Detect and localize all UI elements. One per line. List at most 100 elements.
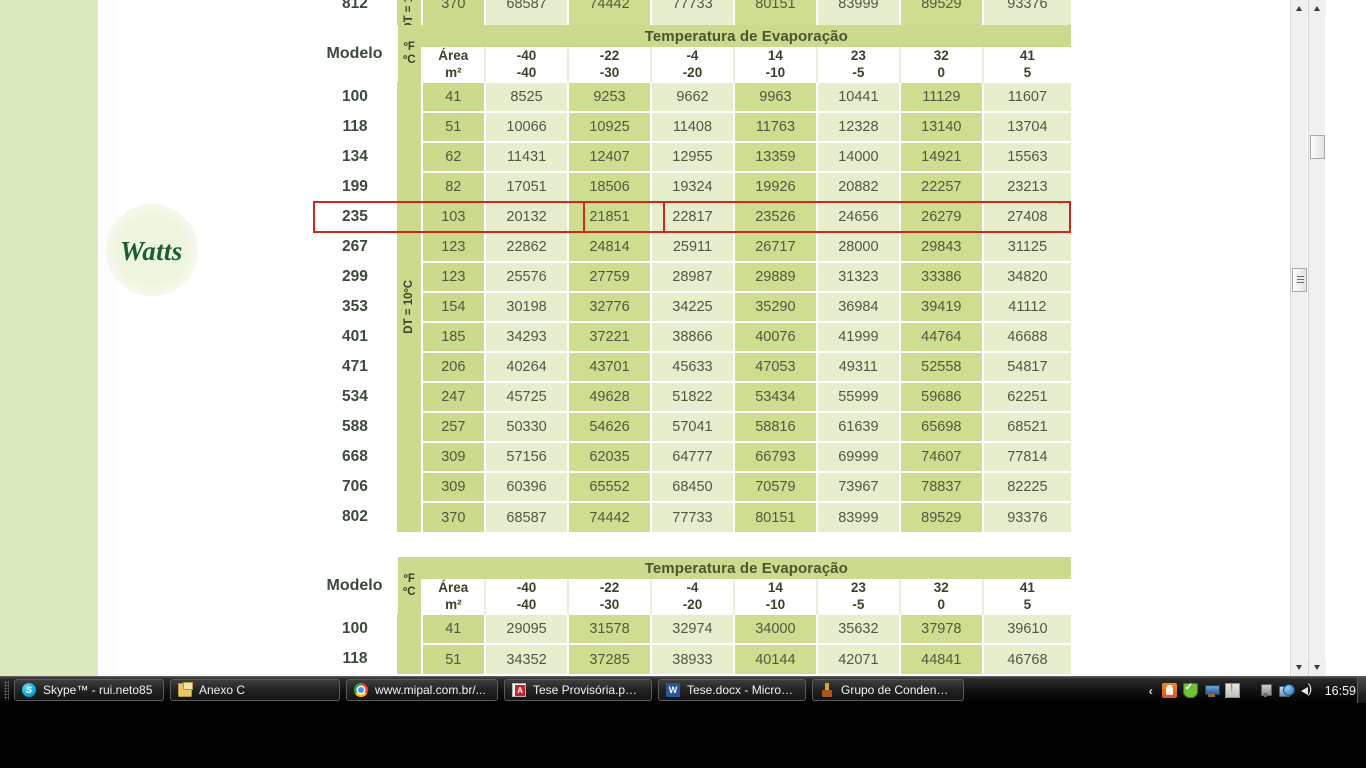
scrollbar-thumb-inner[interactable]	[1310, 135, 1325, 159]
header-temp-column: 41 5	[981, 47, 1071, 82]
cell-value: 64777	[649, 441, 734, 472]
header-temp-column: 32 0	[898, 579, 983, 614]
tray-expand-chevron-icon[interactable]: ‹	[1148, 683, 1153, 698]
cell-value: 39419	[898, 291, 983, 322]
cell-value: 13359	[732, 141, 817, 172]
cell-modelo: 353	[313, 292, 397, 322]
header-area-line1: Área	[438, 48, 469, 63]
header-temp-column: -40 -40	[484, 47, 569, 82]
cell-modelo: 802	[313, 502, 397, 532]
taskbar-button[interactable]: Grupo de Condensa...	[812, 679, 964, 701]
cell-area: 51	[420, 643, 486, 674]
cell-value: 77814	[981, 441, 1071, 472]
table-row: 199 82 17051 18506 19324 19926 20882 22257 23213	[313, 171, 1071, 202]
cell-value: 47053	[732, 351, 817, 382]
cell-value: 29889	[732, 261, 817, 292]
taskbar-button[interactable]: W Tese.docx - Microso...	[658, 679, 806, 701]
cell-dt-group	[396, 614, 422, 674]
taskbar-button[interactable]: www.mipal.com.br/...	[346, 679, 498, 701]
cell-value: 32974	[649, 613, 734, 644]
warning-shield-icon[interactable]	[1224, 682, 1240, 698]
header-temp-f: -22	[599, 580, 620, 595]
taskbar-button-label: www.mipal.com.br/...	[375, 683, 486, 697]
cell-value: 34000	[732, 613, 817, 644]
java-icon[interactable]	[1161, 683, 1177, 698]
header-temp-c: -10	[765, 65, 786, 80]
cell-value: 93376	[981, 501, 1071, 532]
cell-value: 68587	[484, 501, 569, 532]
cell-value: 55999	[815, 381, 900, 412]
cell-value: 22862	[484, 231, 569, 262]
cell-value: 11129	[898, 81, 983, 112]
header-temp-f: -4	[686, 48, 699, 63]
cell-value: 31323	[815, 261, 900, 292]
cell-value: 74607	[898, 441, 983, 472]
taskbar-drag-handle[interactable]	[0, 677, 14, 704]
cell-area: 41	[420, 613, 486, 644]
usb-device-icon[interactable]	[1258, 683, 1273, 698]
antivirus-shield-icon[interactable]	[1182, 682, 1198, 698]
cell-area: 370	[420, 501, 486, 532]
header-unit-f: ºF	[403, 40, 415, 53]
cell-value: 39610	[981, 613, 1071, 644]
header-temp-c: 0	[937, 65, 946, 80]
taskbar-button[interactable]: S Skype™ - rui.neto85	[14, 679, 164, 701]
cell-value: 11607	[981, 81, 1071, 112]
cell-value: 31125	[981, 231, 1071, 262]
cell-value: 46688	[981, 321, 1071, 352]
cell-modelo: 235	[313, 202, 397, 232]
cell-value: 45725	[484, 381, 569, 412]
cell-value: 14000	[815, 141, 900, 172]
show-desktop-button[interactable]	[1357, 677, 1366, 704]
cell-modelo: 471	[313, 352, 397, 382]
cell-value: 53434	[732, 381, 817, 412]
scroll-up-arrow-inner[interactable]	[1309, 0, 1326, 17]
header-temp-f: 23	[850, 48, 866, 63]
cell-value: 23213	[981, 171, 1071, 202]
cell-area: 62	[420, 141, 486, 172]
scroll-down-arrow-outer[interactable]	[1291, 659, 1308, 676]
cell-area: 206	[420, 351, 486, 382]
scroll-up-arrow-outer[interactable]	[1291, 0, 1308, 17]
cell-value: 30198	[484, 291, 569, 322]
cell-value: 25576	[484, 261, 569, 292]
cell-value: 62035	[567, 441, 651, 472]
header-area: Área m²	[420, 47, 486, 82]
header-unit: ºF ºC	[396, 557, 422, 614]
page-left-band-edge	[98, 0, 118, 676]
taskbar-button[interactable]: Anexo C	[170, 679, 340, 701]
cell-value: 66793	[732, 441, 817, 472]
taskbar: S Skype™ - rui.neto85 Anexo C www.mipal.com…	[0, 676, 1366, 768]
display-monitor-icon[interactable]	[1204, 683, 1220, 698]
taskbar-button-label: Grupo de Condensa...	[841, 683, 953, 697]
network-icon[interactable]	[1278, 683, 1294, 698]
header-temp-column: -4 -20	[649, 47, 734, 82]
cell-value: 43701	[567, 351, 651, 382]
cell-value: 27408	[981, 201, 1071, 232]
header-unit-c: ºC	[403, 585, 416, 598]
scrollbar-outer[interactable]	[1290, 0, 1308, 676]
scroll-down-arrow-inner[interactable]	[1309, 659, 1326, 676]
taskbar-button[interactable]: Tese Provisória.pdf ...	[504, 679, 652, 701]
cell-modelo: 299	[313, 262, 397, 292]
cell-value: 10066	[484, 111, 569, 142]
header-temp-c: -30	[599, 65, 620, 80]
volume-icon[interactable]	[1300, 681, 1315, 698]
scrollbar-inner[interactable]	[1308, 0, 1326, 676]
folder-icon	[178, 682, 193, 697]
table-row: 100 DT = 10ºC 41 8525 9253 9662 9963 10441 11129…	[313, 81, 1071, 532]
taskbar-button-label: Tese.docx - Microso...	[687, 683, 795, 697]
scrollbar-thumb-outer[interactable]	[1292, 268, 1307, 292]
header-temp-column: 14 -10	[732, 579, 817, 614]
header-temp-c: -5	[852, 597, 865, 612]
cell-value: 10441	[815, 81, 900, 112]
watts-logo-glow	[106, 204, 198, 296]
header-temp-f: -40	[516, 580, 537, 595]
header-temp-c: -20	[682, 597, 703, 612]
cell-modelo: 100	[313, 82, 397, 112]
clock[interactable]: 16:59	[1324, 683, 1356, 698]
cell-value: 37978	[898, 613, 983, 644]
table-row: 235 103 20132 21851 22817 23526 24656 26279 2740…	[313, 201, 1071, 232]
header-temp-f: 14	[767, 48, 783, 63]
cell-modelo: 588	[313, 412, 397, 442]
